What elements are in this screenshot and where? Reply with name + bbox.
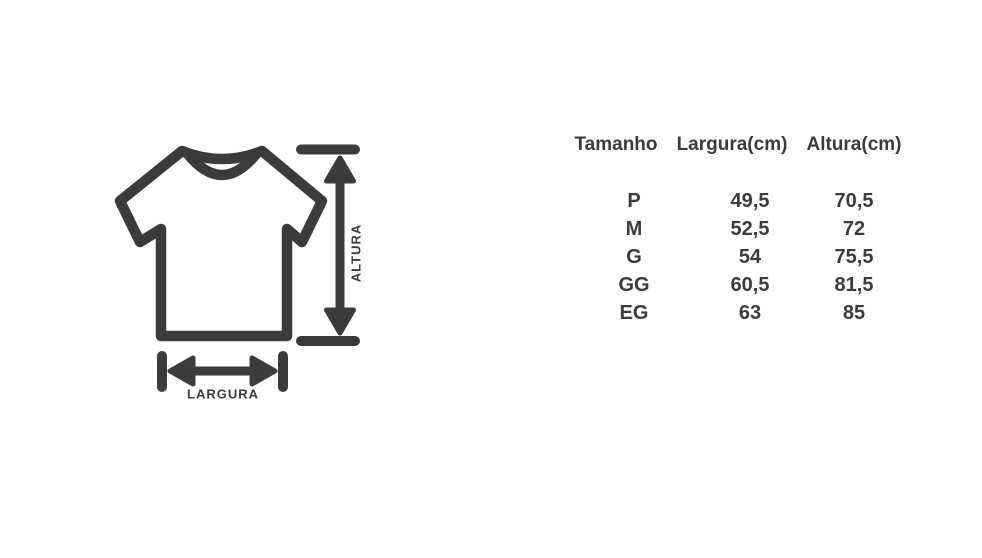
size-value: EG [619,302,649,324]
tshirt-diagram [114,144,360,392]
altura-value: 85 [842,302,866,324]
table-row-gg: GG 60,5 81,5 [566,271,910,299]
size-value: M [625,218,643,240]
size-table: Tamanho Largura(cm) Altura(cm) P 49,5 70… [566,133,910,327]
largura-value: 49,5 [730,190,770,212]
size-table-header: Tamanho Largura(cm) Altura(cm) [566,133,910,157]
width-dimension-label: LARGURA [187,386,259,402]
size-table-body: P 49,5 70,5 M 52,5 72 G 54 75,5 GG 60,5 … [566,187,910,327]
largura-value: 54 [738,246,762,268]
size-value: GG [618,274,650,296]
altura-value: 75,5 [834,246,874,268]
table-row-g: G 54 75,5 [566,243,910,271]
table-row-p: P 49,5 70,5 [566,187,910,215]
width-arrow-right-icon [249,355,278,387]
altura-value: 72 [842,218,866,240]
header-largura: Largura(cm) [676,134,788,155]
height-arrow-down-icon [324,307,356,336]
table-row-m: M 52,5 72 [566,215,910,243]
altura-value: 70,5 [834,190,874,212]
largura-value: 63 [738,302,762,324]
table-row-eg: EG 63 85 [566,299,910,327]
size-value: G [626,246,642,268]
largura-value: 60,5 [730,274,770,296]
altura-value: 81,5 [834,274,874,296]
width-arrow-left-icon [167,355,196,387]
largura-value: 52,5 [730,218,770,240]
tshirt-collar-icon [181,147,263,181]
size-value: P [627,190,641,212]
height-dimension-label: ALTURA [348,223,364,283]
header-tamanho: Tamanho [574,134,658,155]
header-altura: Altura(cm) [806,134,902,155]
height-arrow-up-icon [324,155,356,184]
